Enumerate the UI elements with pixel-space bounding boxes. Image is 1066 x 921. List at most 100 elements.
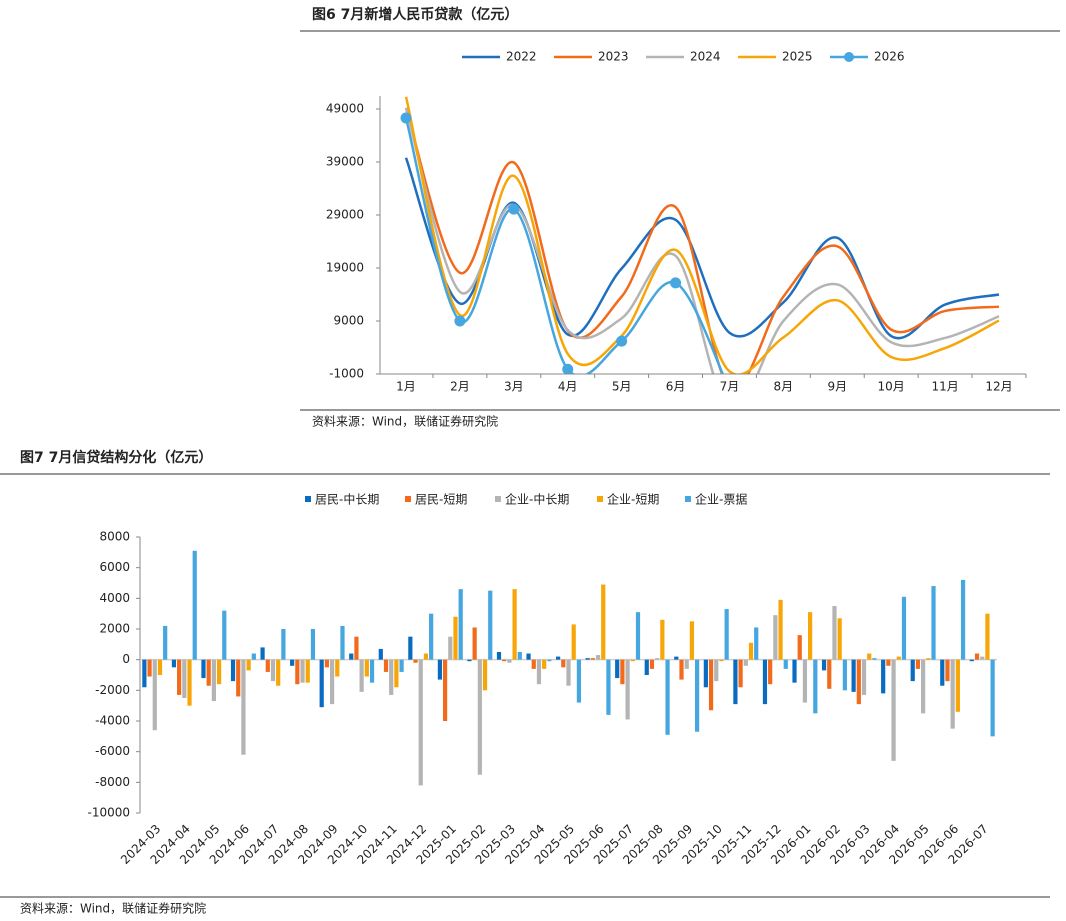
bar xyxy=(542,659,547,669)
bar xyxy=(260,647,265,660)
y-tick-label: -10000 xyxy=(87,806,130,820)
bar xyxy=(222,610,227,660)
bar xyxy=(206,659,211,686)
bar xyxy=(192,550,197,660)
bar xyxy=(408,636,413,660)
bar xyxy=(921,659,926,714)
y-tick-label: 39000 xyxy=(326,155,364,169)
bar xyxy=(157,659,163,675)
bar xyxy=(660,619,665,660)
point xyxy=(454,315,466,327)
bar xyxy=(171,659,177,668)
bar xyxy=(590,658,595,660)
bar xyxy=(950,659,955,729)
bar xyxy=(655,658,660,660)
legend-label: 2024 xyxy=(690,50,721,64)
y-tick-label: 29000 xyxy=(326,208,364,222)
point xyxy=(670,277,682,289)
point xyxy=(562,363,574,374)
bar xyxy=(955,659,960,712)
bar xyxy=(684,659,689,669)
bar xyxy=(945,659,950,682)
legend-swatch xyxy=(495,496,501,502)
bar xyxy=(724,609,729,660)
y-tick-label: 19000 xyxy=(326,261,364,275)
bar xyxy=(980,656,985,660)
y-tick-label: -2000 xyxy=(95,683,130,697)
bar xyxy=(230,659,236,682)
y-tick-label: 9000 xyxy=(333,314,364,328)
bar xyxy=(265,659,270,672)
x-tick-label: 7月 xyxy=(720,380,740,394)
bar xyxy=(867,653,872,660)
bar xyxy=(813,659,818,714)
x-tick-label: 6月 xyxy=(666,380,686,394)
legend-swatch xyxy=(685,496,691,502)
x-tick-label: 3月 xyxy=(504,380,524,394)
bar xyxy=(615,659,620,679)
bar xyxy=(324,659,329,668)
bar xyxy=(837,618,842,660)
y-tick-label: 6000 xyxy=(99,560,130,574)
legend-label: 企业-短期 xyxy=(607,492,659,507)
y-tick-label: -8000 xyxy=(95,775,130,789)
x-tick-label: 5月 xyxy=(612,380,632,394)
bar xyxy=(488,590,493,660)
line xyxy=(404,107,1000,374)
x-tick-label: 11月 xyxy=(931,380,958,394)
bar xyxy=(187,659,192,706)
bar xyxy=(329,659,335,705)
bar xyxy=(507,659,512,663)
bar xyxy=(797,635,802,660)
bar xyxy=(960,579,966,660)
bar xyxy=(566,659,571,686)
y-tick-label: 2000 xyxy=(99,622,130,636)
bar xyxy=(547,659,552,662)
bar xyxy=(467,659,472,662)
bar xyxy=(931,586,936,660)
legend-label: 2023 xyxy=(598,50,629,64)
line xyxy=(404,107,1000,374)
bar xyxy=(517,652,522,660)
bar xyxy=(300,659,305,683)
bar xyxy=(703,659,708,688)
bar xyxy=(861,659,867,695)
bar xyxy=(437,659,442,680)
y-tick-label: 0 xyxy=(122,652,130,666)
bar xyxy=(768,659,773,685)
x-tick-label: 2月 xyxy=(450,380,470,394)
y-tick-label: 4000 xyxy=(99,591,130,605)
y-tick-label: 8000 xyxy=(99,530,130,544)
bar xyxy=(896,656,901,660)
bar xyxy=(808,612,813,660)
bar xyxy=(754,627,759,660)
bar xyxy=(649,659,655,669)
bar xyxy=(556,656,561,660)
bar xyxy=(319,659,324,708)
chart-title: 图7 7月信贷结构分化（亿元） xyxy=(20,449,212,466)
y-tick-label: -6000 xyxy=(95,744,130,758)
bar xyxy=(832,606,837,660)
bar xyxy=(910,659,915,682)
bar xyxy=(152,659,157,731)
bar xyxy=(383,659,389,672)
bar xyxy=(251,653,256,660)
bar xyxy=(389,659,394,695)
bar xyxy=(802,659,808,703)
bar xyxy=(340,625,345,660)
bar xyxy=(418,659,423,786)
bar xyxy=(561,659,566,668)
bar xyxy=(472,627,477,660)
bar xyxy=(531,659,536,669)
x-tick-label: 9月 xyxy=(827,380,847,394)
bar xyxy=(349,653,354,660)
bar xyxy=(856,659,861,705)
bar xyxy=(290,659,295,666)
legend-swatch xyxy=(405,496,411,502)
bar xyxy=(241,659,246,755)
bar xyxy=(783,659,788,669)
bar xyxy=(142,659,147,688)
bar xyxy=(359,659,364,692)
bar xyxy=(163,625,168,660)
